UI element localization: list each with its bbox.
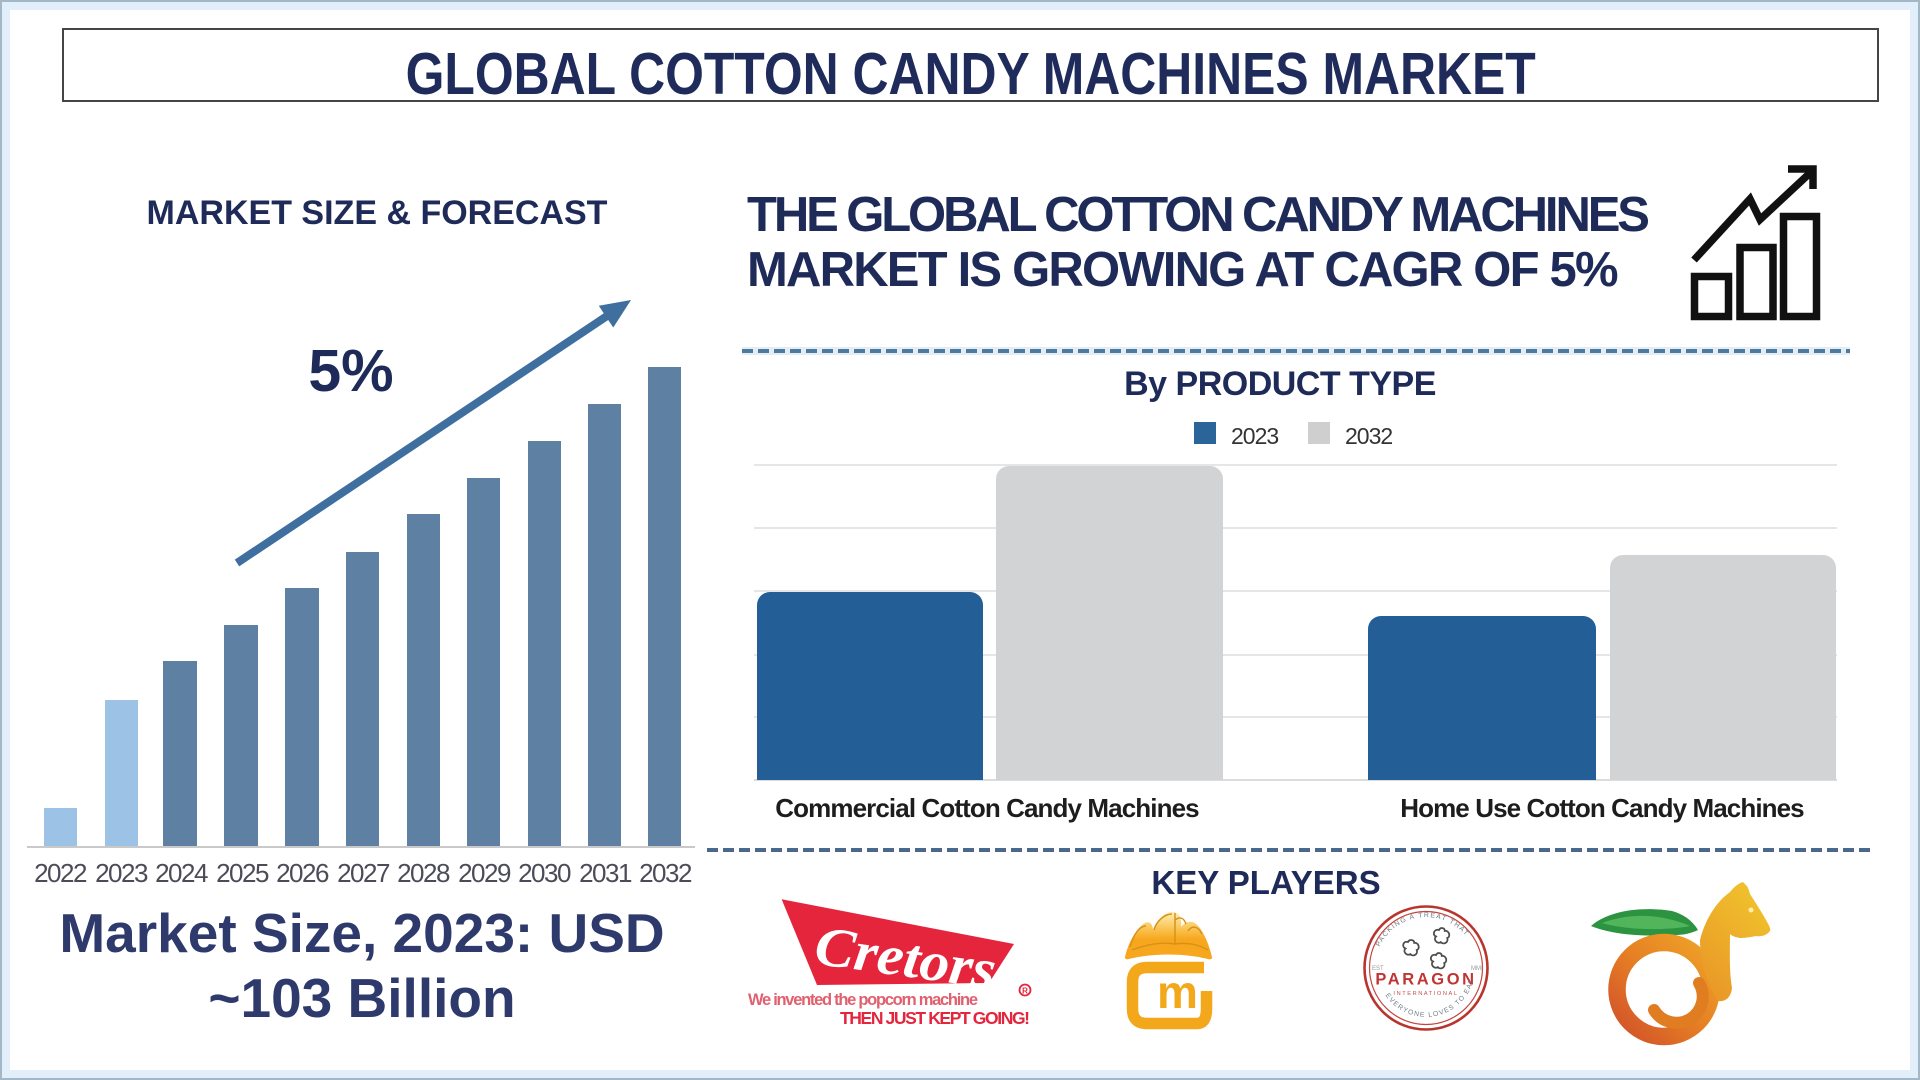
svg-text:Cretors: Cretors: [811, 915, 1000, 1002]
svg-text:We invented the popcorn machin: We invented the popcorn machine: [748, 991, 978, 1009]
svg-text:R: R: [1022, 987, 1028, 996]
svg-text:m: m: [1157, 966, 1198, 1018]
svg-text:PARAGON: PARAGON: [1375, 971, 1476, 989]
svg-text:EST: EST: [1372, 966, 1384, 972]
svg-text:INTERNATIONAL: INTERNATIONAL: [1393, 991, 1458, 997]
svg-text:MMI: MMI: [1471, 966, 1483, 972]
svg-text:THEN JUST KEPT GOING!: THEN JUST KEPT GOING!: [840, 1008, 1030, 1028]
